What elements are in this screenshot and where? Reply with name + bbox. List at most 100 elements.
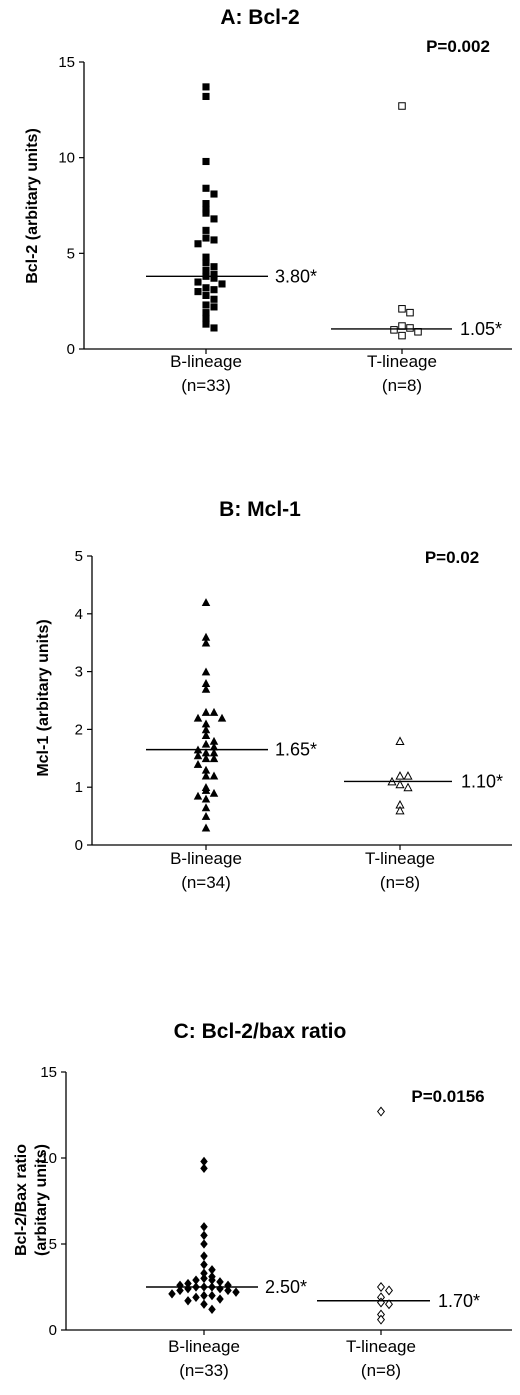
- median-label: 2.50*: [265, 1277, 307, 1297]
- data-point: [202, 226, 210, 234]
- data-point: [217, 713, 227, 722]
- plot-area: 0 5 10 15 2.50* 1.70*: [40, 1064, 512, 1339]
- data-point: [406, 324, 414, 332]
- data-point: [403, 782, 413, 792]
- data-point: [184, 1296, 192, 1306]
- category-count-b-lineage: (n=33): [179, 1361, 229, 1380]
- data-point: [201, 739, 211, 748]
- plot-area: 0 1 2 3 4 5 1.65* 1.10*: [75, 548, 512, 854]
- panel-b-mcl1: B: Mcl-1 P=0.02 Mcl-1 (arbitary units) 0…: [0, 490, 520, 910]
- data-point: [202, 234, 210, 242]
- data-point: [200, 1163, 208, 1174]
- data-point: [209, 788, 219, 797]
- data-point: [202, 284, 210, 292]
- y-tick-label: 0: [75, 837, 83, 854]
- data-point: [201, 707, 211, 716]
- data-point: [376, 1314, 386, 1325]
- data-point: [202, 301, 210, 309]
- data-point: [202, 259, 210, 267]
- data-point: [384, 1285, 394, 1296]
- category-count-b-lineage: (n=34): [181, 873, 231, 892]
- data-point: [201, 754, 211, 763]
- data-point: [201, 731, 211, 739]
- data-point: [193, 751, 203, 760]
- y-tick-label: 10: [58, 150, 75, 167]
- data-point: [202, 92, 210, 100]
- data-point: [201, 598, 211, 607]
- category-count-b-lineage: (n=33): [181, 376, 231, 395]
- data-point: [209, 754, 219, 763]
- data-point: [184, 1284, 192, 1294]
- chart-b-svg: B: Mcl-1 P=0.02 Mcl-1 (arbitary units) 0…: [35, 498, 512, 892]
- chart-title: A: Bcl-2: [220, 6, 299, 29]
- data-point: [200, 1273, 208, 1284]
- data-point: [218, 280, 226, 288]
- data-point: [202, 157, 210, 166]
- median-label: 1.05*: [460, 319, 502, 339]
- median-label: 1.65*: [275, 740, 317, 760]
- data-point: [376, 1281, 386, 1293]
- data-point: [384, 1299, 394, 1310]
- data-point: [200, 1222, 208, 1232]
- data-point: [200, 1290, 208, 1301]
- panel-c-bcl2-bax-ratio: C: Bcl-2/bax ratio P=0.0156 Bcl-2/Bax ra…: [0, 1010, 520, 1395]
- data-point: [398, 331, 406, 340]
- data-point: [224, 1285, 232, 1296]
- y-tick-label: 0: [49, 1322, 57, 1339]
- chart-title: B: Mcl-1: [219, 498, 301, 521]
- data-point: [200, 1239, 208, 1249]
- y-axis-label: Bcl-2 (arbitary units): [24, 128, 41, 284]
- y-tick-label: 2: [75, 721, 83, 738]
- data-point: [202, 291, 210, 299]
- data-point: [395, 771, 405, 780]
- data-point: [395, 805, 405, 815]
- data-point: [398, 102, 406, 110]
- data-point: [395, 779, 405, 789]
- data-point: [201, 684, 211, 693]
- data-point: [194, 240, 202, 248]
- chart-title: C: Bcl-2/bax ratio: [174, 1020, 347, 1043]
- data-point: [193, 713, 203, 722]
- chart-c-svg: C: Bcl-2/bax ratio P=0.0156 Bcl-2/Bax ra…: [13, 1020, 512, 1380]
- median-label: 1.10*: [461, 771, 503, 791]
- p-value: P=0.0156: [411, 1087, 484, 1106]
- y-tick-label: 10: [40, 1150, 57, 1167]
- y-axis-label: Mcl-1 (arbitary units): [35, 619, 52, 776]
- data-point: [210, 286, 218, 294]
- data-point: [209, 771, 219, 780]
- data-point: [210, 215, 218, 223]
- data-point: [403, 771, 413, 780]
- data-point: [395, 736, 405, 745]
- category-label-b-lineage: B-lineage: [168, 1337, 240, 1356]
- data-point: [202, 320, 210, 328]
- y-tick-label: 0: [67, 341, 75, 358]
- data-point: [398, 305, 406, 313]
- data-point: [176, 1285, 184, 1296]
- category-label-t-lineage: T-lineage: [365, 849, 435, 868]
- y-tick-label: 3: [75, 664, 83, 681]
- p-value: P=0.002: [426, 37, 490, 56]
- data-point: [376, 1297, 386, 1308]
- data-point: [200, 1299, 208, 1309]
- data-point: [194, 288, 202, 296]
- data-point: [210, 274, 218, 282]
- data-point: [200, 1251, 208, 1261]
- y-tick-label: 5: [75, 548, 83, 565]
- y-tick-label: 4: [75, 606, 83, 623]
- y-tick-label: 1: [75, 779, 83, 796]
- data-point: [210, 324, 218, 332]
- data-point: [202, 83, 210, 91]
- data-point: [192, 1292, 200, 1303]
- y-tick-label: 15: [58, 54, 75, 71]
- category-label-b-lineage: B-lineage: [170, 352, 242, 371]
- data-point: [390, 326, 398, 334]
- data-point: [202, 184, 210, 192]
- data-point: [210, 263, 218, 271]
- data-point: [209, 707, 219, 716]
- chart-a-svg: A: Bcl-2 P=0.002 Bcl-2 (arbitary units) …: [24, 6, 512, 395]
- data-point: [193, 791, 203, 800]
- plot-area: 0 5 10 15 3.80* 1.05*: [58, 54, 512, 358]
- data-point: [201, 771, 211, 780]
- data-point: [216, 1294, 224, 1304]
- data-point: [201, 785, 211, 794]
